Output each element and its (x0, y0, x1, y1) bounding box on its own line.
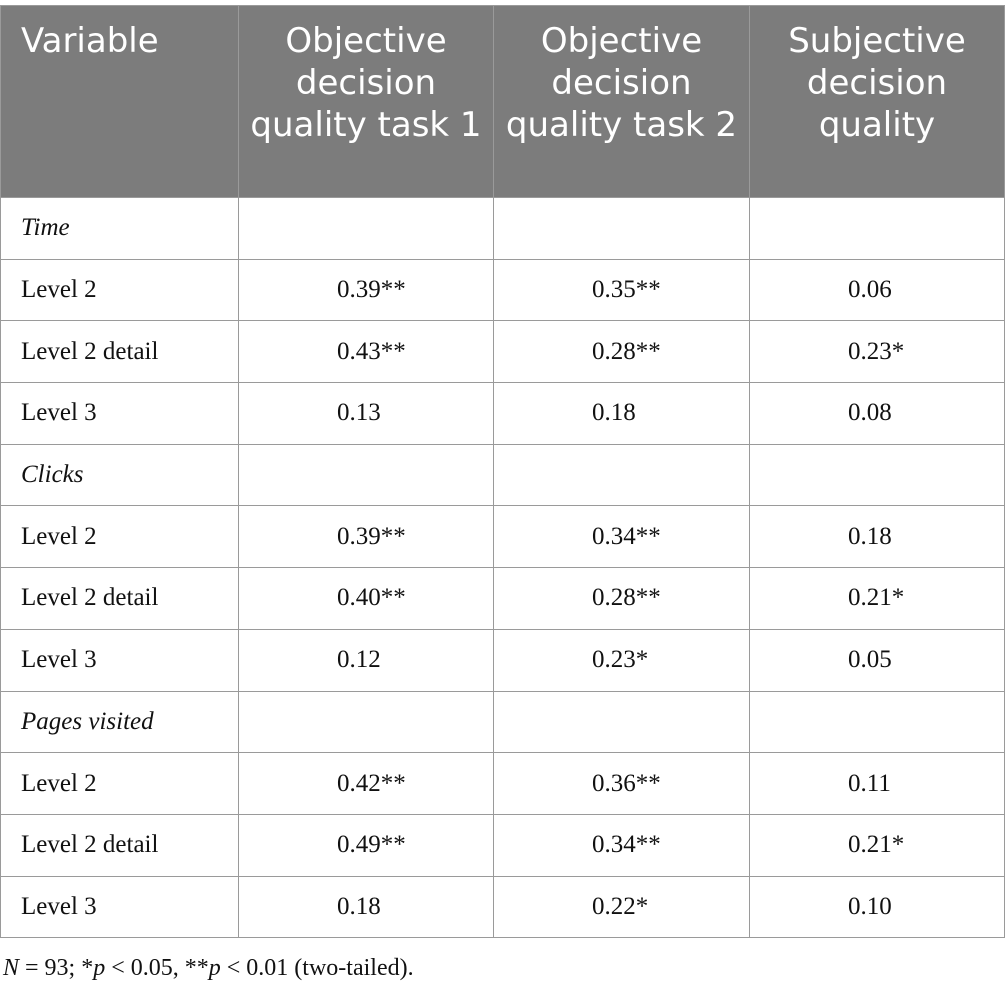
footnote-p1-symbol: p (93, 955, 106, 981)
table-row: Level 2 0.39** 0.35** 0.06 (0, 258, 1005, 322)
empty-cell (749, 443, 1005, 507)
header-objective-task-1: Objective decision quality task 1 (238, 5, 494, 198)
footnote-p2-value: < 0.01 (two-tailed). (220, 955, 414, 981)
table-row: Level 2 0.42** 0.36** 0.11 (0, 752, 1005, 815)
table-row: Level 3 0.18 0.22* 0.10 (0, 875, 1005, 939)
empty-cell (238, 443, 494, 507)
table-footnote: N = 93; *p < 0.05, **p < 0.01 (two-taile… (3, 955, 414, 982)
empty-cell (493, 443, 750, 507)
section-label: Clicks (0, 443, 239, 507)
row-label: Level 3 (0, 628, 239, 692)
table-row: Level 2 detail 0.40** 0.28** 0.21* (0, 567, 1005, 630)
value-task-1: 0.12 (238, 628, 494, 692)
value-task-2: 0.34** (493, 813, 750, 877)
row-label: Level 2 (0, 258, 239, 322)
empty-cell (238, 690, 494, 754)
value-subjective: 0.23* (749, 320, 1005, 384)
correlation-table: Variable Objective decision quality task… (0, 5, 1005, 939)
value-task-1: 0.13 (238, 382, 494, 445)
value-subjective: 0.21* (749, 567, 1005, 630)
value-subjective: 0.11 (749, 752, 1005, 815)
value-subjective: 0.08 (749, 382, 1005, 445)
table-row: Level 2 0.39** 0.34** 0.18 (0, 505, 1005, 569)
value-task-2: 0.35** (493, 258, 750, 322)
section-label: Pages visited (0, 690, 239, 754)
section-label: Time (0, 197, 239, 260)
section-row-time: Time (0, 197, 1005, 260)
value-task-2: 0.34** (493, 505, 750, 569)
value-task-2: 0.28** (493, 320, 750, 384)
value-task-1: 0.43** (238, 320, 494, 384)
table-body: Time Level 2 0.39** 0.35** 0.06 Level 2 … (0, 197, 1005, 939)
value-task-2: 0.28** (493, 567, 750, 630)
value-subjective: 0.18 (749, 505, 1005, 569)
table-row: Level 3 0.12 0.23* 0.05 (0, 628, 1005, 692)
header-row: Variable Objective decision quality task… (0, 5, 1005, 198)
table-header: Variable Objective decision quality task… (0, 5, 1005, 198)
section-row-pages-visited: Pages visited (0, 690, 1005, 754)
header-objective-task-2: Objective decision quality task 2 (493, 5, 750, 198)
value-task-1: 0.18 (238, 875, 494, 939)
header-variable: Variable (0, 5, 239, 198)
footnote-p2-symbol: p (208, 955, 221, 981)
value-task-2: 0.23* (493, 628, 750, 692)
value-task-1: 0.40** (238, 567, 494, 630)
row-label: Level 2 detail (0, 813, 239, 877)
row-label: Level 3 (0, 382, 239, 445)
table-row: Level 2 detail 0.43** 0.28** 0.23* (0, 320, 1005, 384)
footnote-n-symbol: N (3, 955, 20, 981)
row-label: Level 2 (0, 505, 239, 569)
value-task-2: 0.22* (493, 875, 750, 939)
empty-cell (493, 690, 750, 754)
value-task-2: 0.18 (493, 382, 750, 445)
value-task-1: 0.49** (238, 813, 494, 877)
value-task-1: 0.39** (238, 505, 494, 569)
table-row: Level 3 0.13 0.18 0.08 (0, 382, 1005, 445)
row-label: Level 2 detail (0, 320, 239, 384)
value-subjective: 0.10 (749, 875, 1005, 939)
row-label: Level 2 (0, 752, 239, 815)
row-label: Level 3 (0, 875, 239, 939)
value-subjective: 0.05 (749, 628, 1005, 692)
value-subjective: 0.21* (749, 813, 1005, 877)
footnote-p1-value: < 0.05, ** (105, 955, 209, 981)
value-subjective: 0.06 (749, 258, 1005, 322)
empty-cell (493, 197, 750, 260)
empty-cell (238, 197, 494, 260)
row-label: Level 2 detail (0, 567, 239, 630)
section-row-clicks: Clicks (0, 443, 1005, 507)
value-task-1: 0.39** (238, 258, 494, 322)
empty-cell (749, 690, 1005, 754)
footnote-n-value: = 93; * (19, 955, 94, 981)
empty-cell (749, 197, 1005, 260)
value-task-1: 0.42** (238, 752, 494, 815)
table-row: Level 2 detail 0.49** 0.34** 0.21* (0, 813, 1005, 877)
header-subjective: Subjective decision quality (749, 5, 1005, 198)
value-task-2: 0.36** (493, 752, 750, 815)
